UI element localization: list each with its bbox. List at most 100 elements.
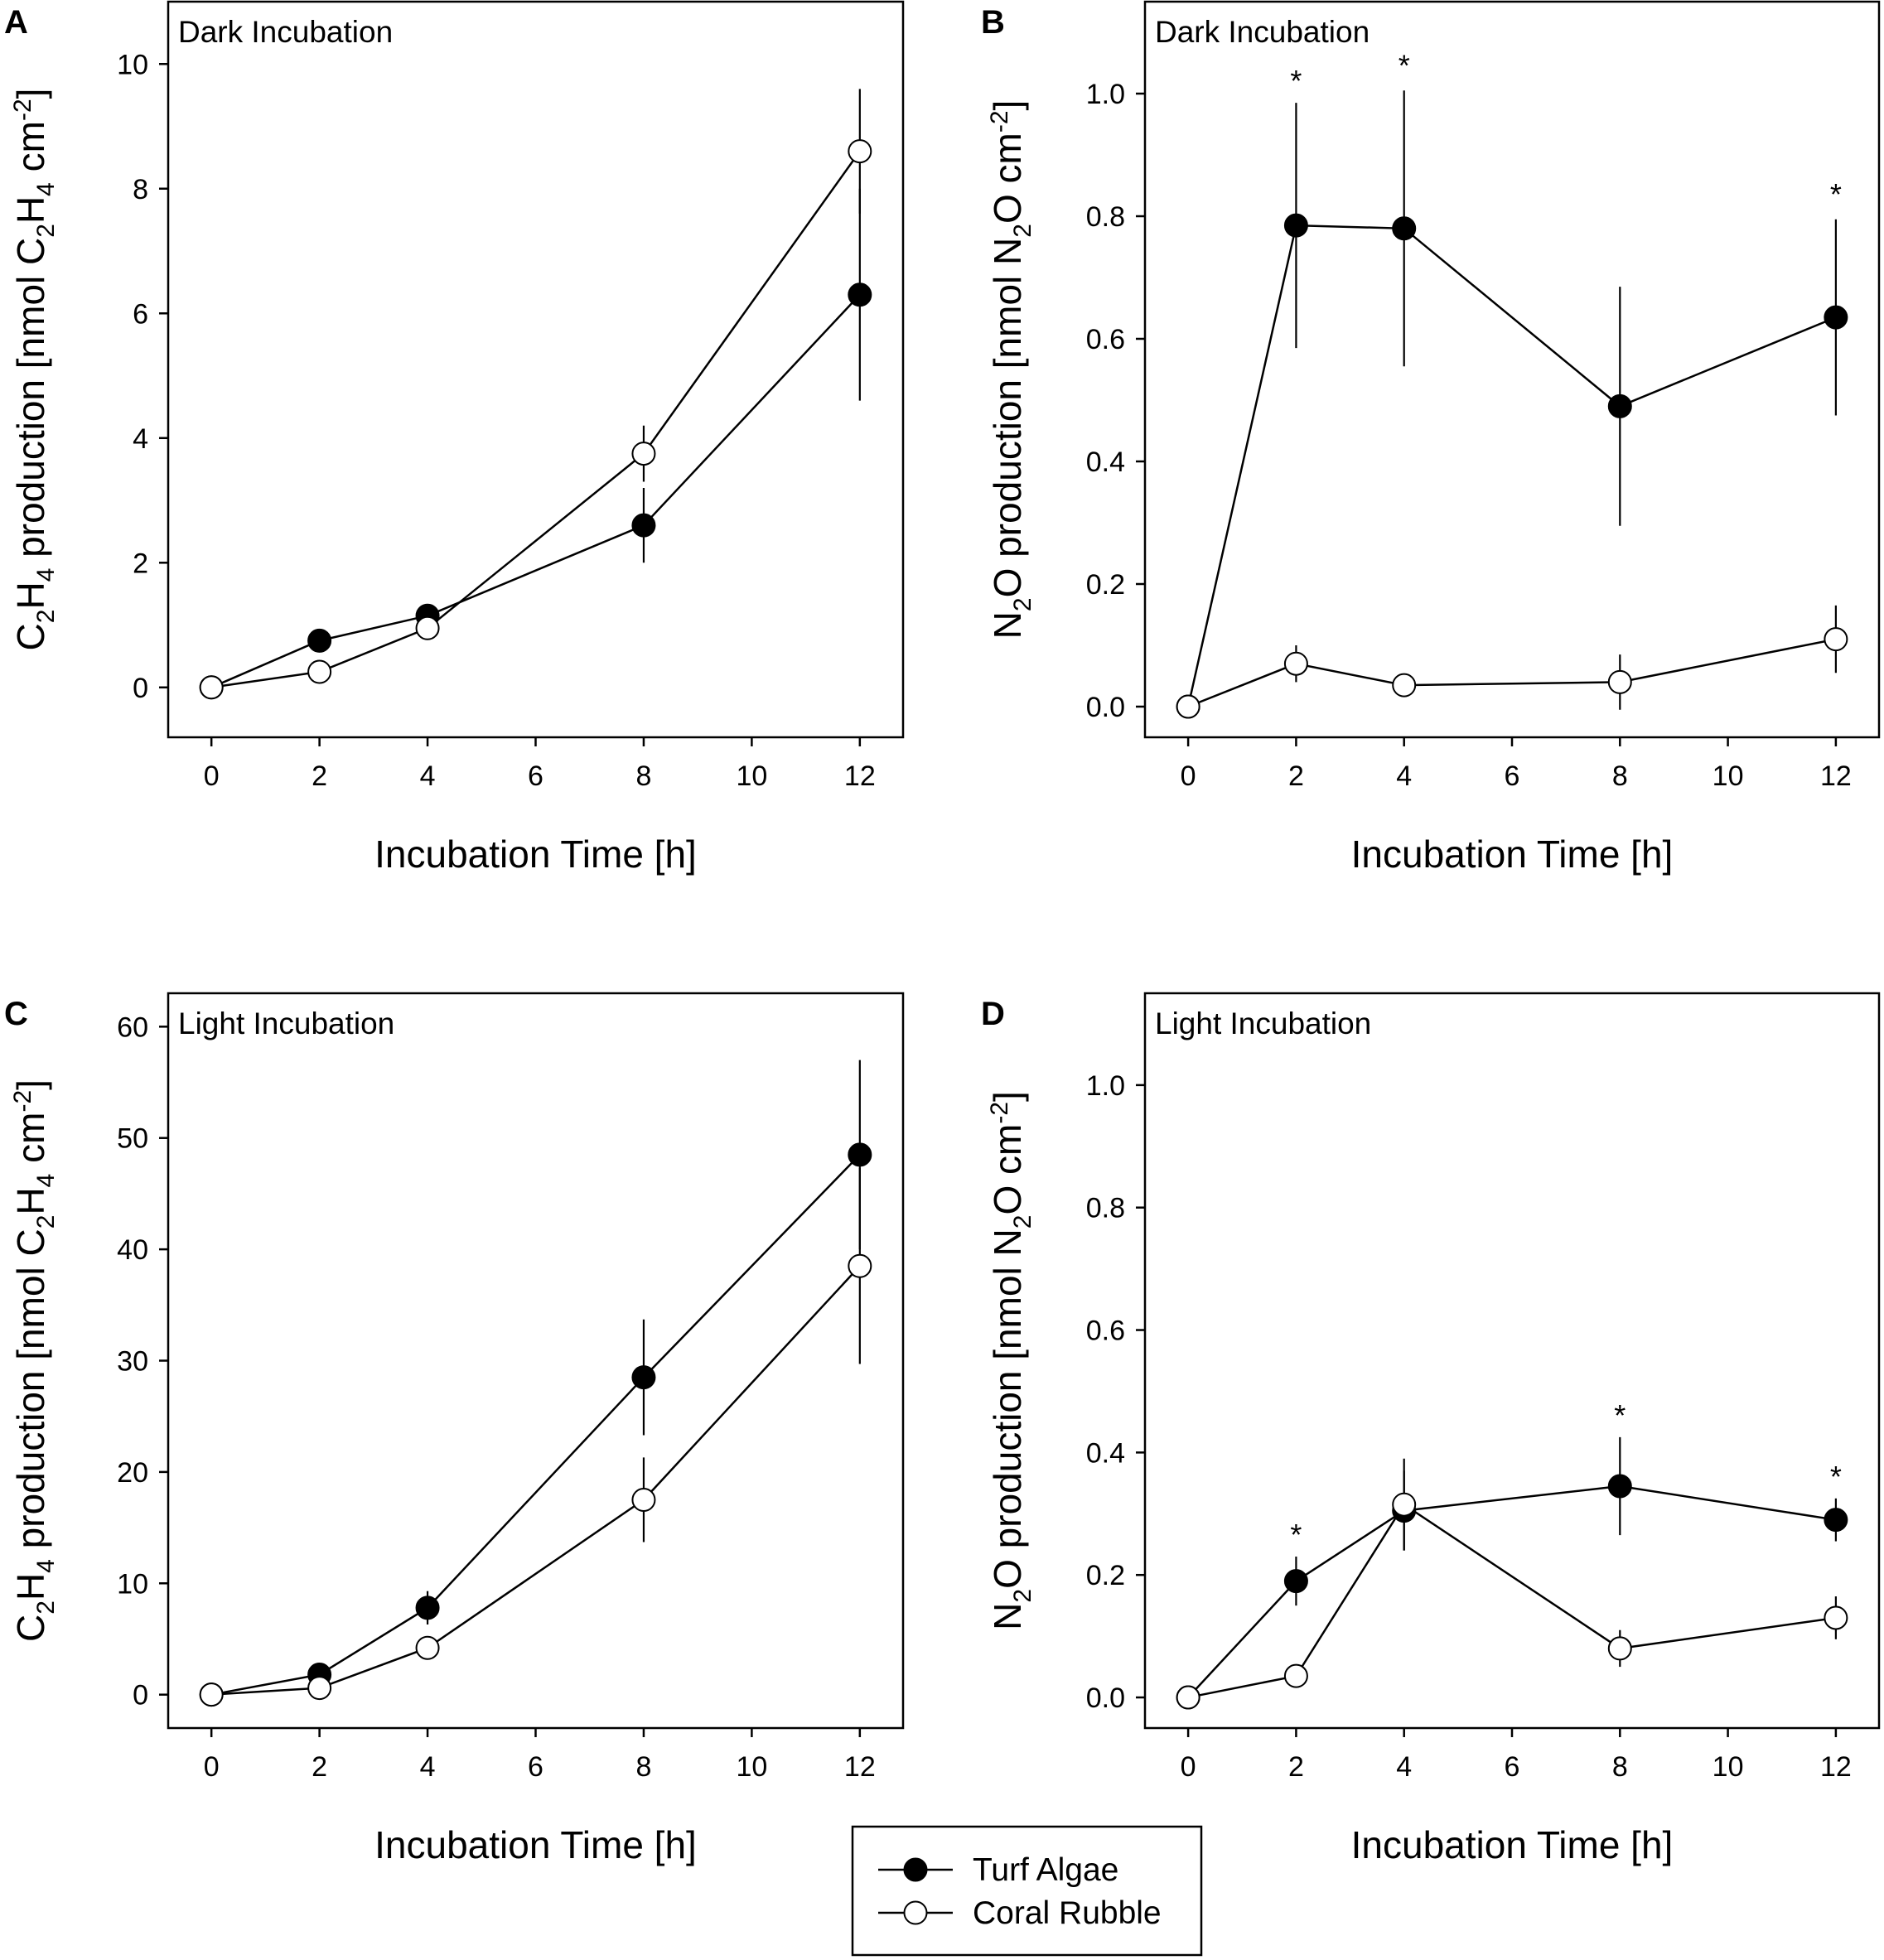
panel-title: Dark Incubation bbox=[1155, 15, 1370, 49]
series-line bbox=[1187, 638, 1837, 708]
data-point bbox=[1607, 669, 1632, 694]
x-tick-label: 0 bbox=[204, 760, 220, 792]
x-tick-label: 8 bbox=[1612, 760, 1628, 792]
data-point bbox=[631, 513, 656, 538]
series-line bbox=[1187, 1503, 1837, 1699]
data-point bbox=[1283, 213, 1308, 238]
y-tick-label: 60 bbox=[117, 1011, 148, 1043]
x-tick-label: 10 bbox=[1713, 1751, 1744, 1783]
x-tick-label: 12 bbox=[1820, 1751, 1852, 1783]
series-coral-rubble bbox=[1176, 605, 1848, 719]
legend-label-coral-rubble: Coral Rubble bbox=[973, 1895, 1162, 1931]
y-axis-title: N2O production [nmol N2O cm-2] bbox=[986, 1091, 1036, 1630]
x-tick-label: 12 bbox=[844, 760, 876, 792]
data-point bbox=[1392, 673, 1417, 698]
y-tick-label: 0.6 bbox=[1086, 1316, 1125, 1347]
plot-frame bbox=[1143, 992, 1881, 1730]
x-tick-label: 12 bbox=[844, 1751, 876, 1783]
y-tick-label: 40 bbox=[117, 1234, 148, 1266]
x-tick-label: 2 bbox=[1288, 760, 1304, 792]
y-axis-title: C2H4 production [nmol C2H4 cm-2] bbox=[9, 1079, 60, 1642]
y-tick-label: 2 bbox=[133, 548, 148, 579]
data-point bbox=[199, 675, 224, 700]
x-axis-title: Incubation Time [h] bbox=[374, 1823, 697, 1866]
y-tick-label: 4 bbox=[133, 423, 148, 455]
x-tick-label: 0 bbox=[204, 1751, 220, 1783]
data-point bbox=[848, 139, 872, 164]
data-point bbox=[415, 616, 440, 640]
data-point bbox=[848, 1253, 872, 1278]
legend-marker-coral-rubble bbox=[903, 1900, 928, 1925]
significance-star: * bbox=[1399, 49, 1410, 83]
data-point bbox=[1824, 305, 1848, 330]
series-turf-algae bbox=[199, 1060, 872, 1707]
data-point bbox=[1824, 1605, 1848, 1630]
data-point bbox=[1607, 1636, 1632, 1661]
x-tick-label: 10 bbox=[736, 760, 767, 792]
data-point bbox=[1824, 627, 1848, 652]
series-line bbox=[1186, 224, 1837, 707]
plot-frame bbox=[167, 0, 905, 739]
y-axis-title: N2O production [nmol N2O cm-2] bbox=[986, 100, 1036, 640]
plot-frame bbox=[1143, 0, 1881, 739]
x-tick-label: 6 bbox=[1505, 760, 1520, 792]
series-line bbox=[210, 293, 861, 688]
y-tick-label: 0.8 bbox=[1086, 201, 1125, 233]
series-line bbox=[1187, 1484, 1837, 1698]
data-point bbox=[848, 282, 872, 307]
series-coral-rubble bbox=[199, 89, 872, 700]
panel-c: C Light Incubation 0 2 4 6 8 10 12 0 10 20 30 40 50 60 I… bbox=[4, 992, 905, 1866]
x-tick-label: 10 bbox=[736, 1751, 767, 1783]
x-tick-label: 6 bbox=[528, 1751, 543, 1783]
x-tick-label: 2 bbox=[1288, 1751, 1304, 1783]
data-point bbox=[307, 628, 332, 653]
series-line bbox=[210, 150, 861, 689]
significance-star: * bbox=[1830, 1460, 1842, 1494]
y-tick-label: 50 bbox=[117, 1123, 148, 1155]
data-point bbox=[415, 1635, 440, 1660]
significance-star: * bbox=[1290, 64, 1302, 98]
y-tick-label: 0.8 bbox=[1086, 1193, 1125, 1224]
panel-a: A Dark Incubation 0 2 4 6 8 10 12 0 2 4 6 8 10 Incubati… bbox=[4, 0, 905, 876]
data-point bbox=[1607, 393, 1632, 418]
x-tick-label: 2 bbox=[312, 760, 327, 792]
series-turf-algae bbox=[199, 188, 872, 700]
y-tick-label: 10 bbox=[117, 1568, 148, 1600]
significance-star: * bbox=[1614, 1398, 1626, 1432]
x-axis-title: Incubation Time [h] bbox=[1351, 1823, 1674, 1866]
panel-label: A bbox=[4, 4, 28, 41]
data-point bbox=[1607, 1474, 1632, 1499]
y-tick-label: 0.4 bbox=[1086, 447, 1125, 478]
x-tick-label: 4 bbox=[1396, 760, 1412, 792]
y-tick-label: 20 bbox=[117, 1457, 148, 1489]
data-point bbox=[631, 1365, 656, 1390]
y-tick-label: 6 bbox=[133, 298, 148, 330]
series-coral-rubble bbox=[199, 1167, 872, 1707]
x-tick-label: 8 bbox=[1612, 1751, 1628, 1783]
panel-d: D Light Incubation 0 2 4 6 8 10 12 0.0 0.2 0.4 0.6 0.… bbox=[981, 992, 1881, 1866]
y-axis-title: C2H4 production [nmol C2H4 cm-2] bbox=[9, 89, 60, 651]
x-tick-label: 12 bbox=[1820, 760, 1852, 792]
data-point bbox=[1392, 216, 1417, 241]
x-axis-title: Incubation Time [h] bbox=[374, 833, 697, 876]
legend-entry-turf-algae: Turf Algae bbox=[878, 1852, 1118, 1888]
panel-title: Light Incubation bbox=[178, 1007, 394, 1040]
data-point bbox=[631, 442, 656, 466]
data-point bbox=[631, 1487, 656, 1512]
y-tick-label: 0.4 bbox=[1086, 1437, 1125, 1469]
plot-frame bbox=[167, 992, 905, 1730]
y-tick-label: 1.0 bbox=[1086, 79, 1125, 110]
data-point bbox=[848, 1142, 872, 1167]
x-tick-label: 8 bbox=[635, 1751, 651, 1783]
data-point bbox=[1283, 1569, 1308, 1594]
x-tick-label: 6 bbox=[1505, 1751, 1520, 1783]
series-line bbox=[211, 1265, 861, 1696]
x-tick-label: 6 bbox=[528, 760, 543, 792]
x-tick-label: 4 bbox=[420, 1751, 436, 1783]
panel-label: B bbox=[981, 4, 1005, 41]
panel-label: C bbox=[4, 996, 28, 1032]
data-point bbox=[1824, 1508, 1848, 1533]
y-tick-label: 30 bbox=[117, 1346, 148, 1378]
y-tick-label: 8 bbox=[133, 174, 148, 205]
